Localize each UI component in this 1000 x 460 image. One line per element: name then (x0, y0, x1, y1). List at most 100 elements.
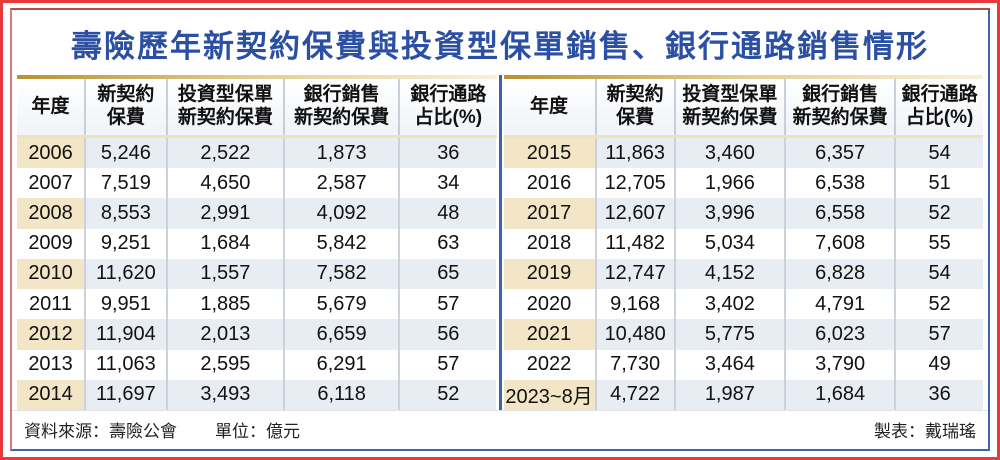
table-row: 2018 11,482 5,034 7,608 55 (504, 228, 984, 259)
table-row: 2023~8月 4,722 1,987 1,684 36 (503, 379, 984, 410)
table-row: 2021 10,480 5,775 6,023 57 (503, 319, 984, 350)
table-row: 2015 11,863 3,460 6,357 54 (503, 138, 984, 169)
value-cell: 36 (398, 138, 497, 169)
value-cell: 6,538 (783, 168, 894, 199)
value-cell: 54 (894, 138, 983, 169)
value-cell: 65 (398, 258, 497, 290)
year-cell: 2015 (503, 138, 595, 169)
footer-source: 資料來源：壽險公會 (24, 422, 177, 441)
value-cell: 1,557 (165, 258, 284, 290)
value-cell: 9,168 (594, 289, 674, 320)
value-cell: 12,747 (594, 258, 674, 290)
content-panel: 壽險歷年新契約保費與投資型保單銷售、銀行通路銷售情形 年度 新契約 保費 投資型… (10, 8, 990, 451)
year-cell: 2011 (29, 292, 73, 315)
col-header-bank-share: 銀行通路 占比(%) (894, 79, 983, 135)
value-cell: 5,246 (84, 138, 166, 169)
col-header-new-premium: 新契約 保費 (594, 79, 674, 135)
value-cell: 55 (894, 228, 983, 259)
col-header-text: 保費 (106, 107, 145, 128)
year-cell: 2008 (17, 198, 85, 229)
col-header-bank-share: 銀行通路 占比(%) (398, 79, 496, 135)
value-cell: 4,092 (283, 198, 399, 229)
col-header-text: 新契約 (606, 84, 664, 106)
table-row: 2013 11,063 2,595 6,291 57 (17, 349, 497, 380)
table-row: 2010 11,620 1,557 7,582 65 (17, 258, 497, 290)
value-cell: 1,873 (283, 138, 399, 169)
year-cell: 2019 (503, 258, 595, 290)
value-cell: 11,482 (594, 228, 674, 259)
value-cell: 2,522 (165, 138, 284, 169)
col-header-text: 投資型保單 (682, 84, 778, 106)
value-cell: 7,519 (84, 168, 166, 199)
value-cell: 2,587 (283, 168, 398, 199)
tables-container: 年度 新契約 保費 投資型保單 新契約保費 銀行銷售 新契約保費 (12, 75, 988, 410)
value-cell: 6,118 (283, 379, 399, 410)
value-cell: 2,013 (165, 319, 284, 350)
year-cell: 2012 (17, 319, 85, 350)
table-row: 2007 7,519 4,650 2,587 34 (17, 168, 497, 199)
col-header-investment-premium: 投資型保單 新契約保費 (165, 79, 283, 135)
table-row: 2014 11,697 3,493 6,118 52 (17, 379, 497, 410)
col-header-text: 新契約保費 (294, 107, 390, 128)
value-cell: 6,558 (783, 198, 895, 229)
value-cell: 3,460 (673, 138, 784, 169)
value-cell: 3,996 (673, 198, 784, 229)
value-cell: 1,684 (165, 228, 283, 259)
col-header-text: 銀行通路 (901, 84, 978, 106)
value-cell: 4,791 (783, 289, 894, 320)
table-row: 2009 9,251 1,684 5,842 63 (17, 228, 497, 259)
table-right: 年度 新契約 保費 投資型保單 新契約保費 銀行銷售 新契約保費 (503, 75, 984, 410)
year-cell: 2022 (526, 353, 572, 376)
value-cell: 4,650 (165, 168, 283, 199)
col-header-text: 銀行銷售 (303, 84, 380, 106)
value-cell: 3,402 (673, 289, 784, 320)
value-cell: 63 (398, 228, 496, 259)
value-cell: 6,828 (783, 258, 895, 290)
col-header-new-premium: 新契約 保費 (84, 79, 166, 135)
col-header-text: 銀行通路 (410, 84, 487, 106)
table-row: 2008 8,553 2,991 4,092 48 (17, 198, 497, 229)
col-header-text: 保費 (616, 107, 655, 128)
value-cell: 8,553 (84, 198, 166, 229)
year-cell: 2021 (503, 319, 595, 350)
value-cell: 11,063 (84, 349, 166, 380)
value-cell: 57 (398, 289, 496, 320)
table-row: 2019 12,747 4,152 6,828 54 (503, 258, 984, 290)
value-cell: 56 (398, 319, 497, 350)
col-header-text: 銀行銷售 (802, 84, 879, 106)
table-row: 2020 9,168 3,402 4,791 52 (504, 289, 984, 320)
col-header-text: 年度 (530, 95, 569, 117)
value-cell: 52 (398, 379, 497, 410)
col-header-text: 占比(%) (905, 107, 974, 128)
col-header-text: 新契約保費 (177, 107, 273, 128)
value-cell: 57 (894, 319, 983, 350)
value-cell: 1,684 (783, 379, 895, 410)
value-cell: 5,775 (673, 319, 784, 350)
value-cell: 36 (894, 379, 983, 410)
value-cell: 1,885 (165, 289, 283, 320)
value-cell: 1,987 (673, 379, 784, 410)
value-cell: 49 (894, 349, 983, 380)
value-cell: 2,595 (165, 349, 283, 380)
table-left: 年度 新契約 保費 投資型保單 新契約保費 銀行銷售 新契約保費 (17, 75, 497, 410)
table-divider (498, 75, 502, 410)
value-cell: 52 (894, 198, 983, 229)
col-header-text: 新契約保費 (792, 107, 888, 128)
table-header-left: 年度 新契約 保費 投資型保單 新契約保費 銀行銷售 新契約保費 (17, 79, 497, 138)
value-cell: 10,480 (594, 319, 674, 350)
value-cell: 11,863 (594, 138, 674, 169)
value-cell: 12,705 (594, 168, 674, 199)
year-cell: 2023~8月 (503, 379, 595, 410)
value-cell: 7,730 (594, 349, 674, 380)
value-cell: 3,790 (783, 349, 894, 380)
year-cell: 2016 (526, 171, 572, 194)
year-cell: 2006 (17, 138, 85, 169)
footer-unit: 單位：億元 (215, 422, 300, 441)
col-header-year: 年度 (504, 79, 595, 135)
value-cell: 1,966 (673, 168, 784, 199)
year-cell: 2018 (526, 232, 572, 255)
col-header-text: 投資型保單 (177, 84, 273, 106)
col-header-bank-sales: 銀行銷售 新契約保費 (283, 79, 398, 135)
value-cell: 5,842 (283, 228, 398, 259)
